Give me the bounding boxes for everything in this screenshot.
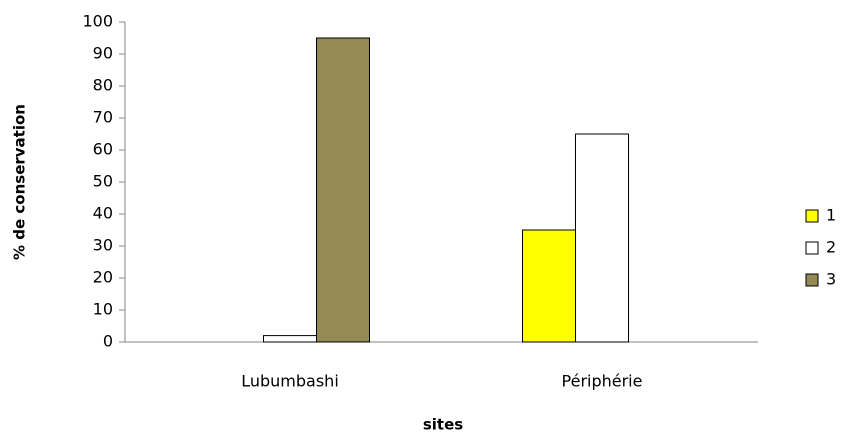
x-axis-title: sites (423, 416, 463, 434)
y-tick-label: 70 (93, 108, 113, 127)
y-tick-label: 50 (93, 172, 113, 191)
legend-label: 2 (826, 238, 836, 257)
legend-swatch (805, 209, 819, 223)
bar (575, 133, 629, 343)
y-axis-title: % de conservation (11, 104, 29, 260)
bar (263, 335, 317, 343)
legend-swatch (805, 273, 819, 287)
y-tick-label: 90 (93, 44, 113, 63)
legend-swatch (805, 241, 819, 255)
y-tick-label: 40 (93, 204, 113, 223)
y-tick-label: 60 (93, 140, 113, 159)
y-tick-label: 100 (82, 12, 113, 31)
bar (316, 37, 370, 343)
y-tick-label: 80 (93, 76, 113, 95)
y-tick-label: 10 (93, 300, 113, 319)
legend-label: 3 (826, 270, 836, 289)
y-tick-label: 0 (103, 332, 113, 351)
y-tick-label: 30 (93, 236, 113, 255)
x-tick-label: Lubumbashi (241, 372, 339, 391)
x-tick-label: Périphérie (562, 372, 643, 391)
legend-label: 1 (826, 206, 836, 225)
bar (522, 229, 576, 343)
y-tick-label: 20 (93, 268, 113, 287)
